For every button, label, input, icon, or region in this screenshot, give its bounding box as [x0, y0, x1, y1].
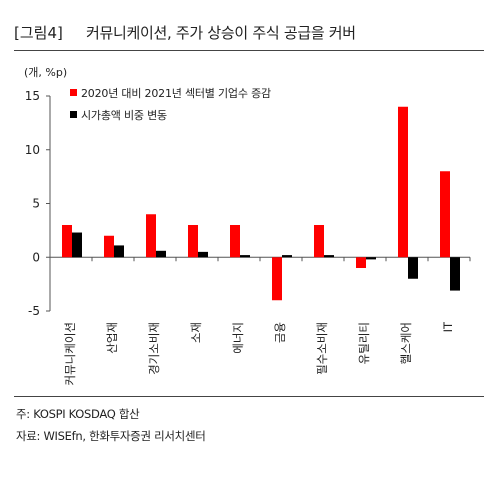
- bar-companies: [356, 257, 366, 268]
- bar-marketcap: [408, 257, 418, 279]
- bar-marketcap: [240, 255, 250, 258]
- legend-swatch-marketcap: [70, 111, 77, 118]
- x-tick-label: 필수소비재: [315, 322, 329, 375]
- bar-marketcap: [324, 255, 334, 258]
- x-tick-label: 유틸리티: [357, 322, 371, 364]
- bar-companies: [314, 225, 324, 258]
- legend-label-companies: 2020년 대비 2021년 섹터별 기업수 증감: [81, 87, 271, 100]
- bar-marketcap: [198, 251, 208, 258]
- x-tick-label: 커뮤니케이션: [63, 322, 77, 385]
- unit-label: (개, %p): [24, 66, 68, 79]
- chart-source: 자료: WISEfn, 한화투자증권 리서치센터: [16, 429, 206, 443]
- x-tick-label: 경기소비재: [147, 322, 161, 375]
- figure-tag: [그림4]: [14, 24, 63, 42]
- bar-companies: [440, 171, 450, 258]
- bar-marketcap: [72, 232, 82, 258]
- x-tick-label: 소재: [189, 322, 203, 343]
- x-tick-label: 헬스케어: [399, 322, 413, 364]
- bar-marketcap: [450, 257, 460, 291]
- y-tick-label: 10: [25, 143, 40, 157]
- bar-companies: [230, 225, 240, 258]
- y-tick-label: -5: [28, 304, 40, 318]
- bar-chart: 15 10 5 0 -5 커뮤니케이션 산업재 경기소비재 소재 에너지 금융 필수소비재 유틸리티 헬스…: [25, 89, 471, 385]
- bar-marketcap: [156, 250, 166, 258]
- x-tick-label: 산업재: [105, 322, 119, 354]
- y-tick-label: 5: [32, 197, 40, 211]
- y-tick-label: 15: [25, 89, 40, 103]
- legend-label-marketcap: 시가총액 비중 변동: [81, 109, 167, 122]
- bar-marketcap: [366, 257, 376, 260]
- chart-note: 주: KOSPI KOSDAQ 합산: [16, 407, 140, 421]
- bar-companies: [398, 106, 408, 258]
- x-tick-label: 금융: [273, 322, 287, 343]
- footer-divider: [14, 396, 484, 397]
- legend-swatch-companies: [70, 89, 77, 96]
- figure-header: [그림4] 커뮤니케이션, 주가 상승이 주식 공급을 커버: [14, 10, 484, 51]
- bar-companies: [104, 235, 114, 258]
- figure-title: 커뮤니케이션, 주가 상승이 주식 공급을 커버: [86, 24, 356, 42]
- bar-companies: [62, 225, 72, 258]
- bar-companies: [188, 225, 198, 258]
- bar-marketcap: [282, 255, 292, 258]
- bar-marketcap: [114, 245, 124, 258]
- y-tick-label: 0: [32, 250, 40, 264]
- bar-companies: [272, 257, 282, 301]
- x-tick-label: 에너지: [231, 322, 245, 354]
- x-tick-label: IT: [441, 321, 455, 332]
- bar-companies: [146, 214, 156, 258]
